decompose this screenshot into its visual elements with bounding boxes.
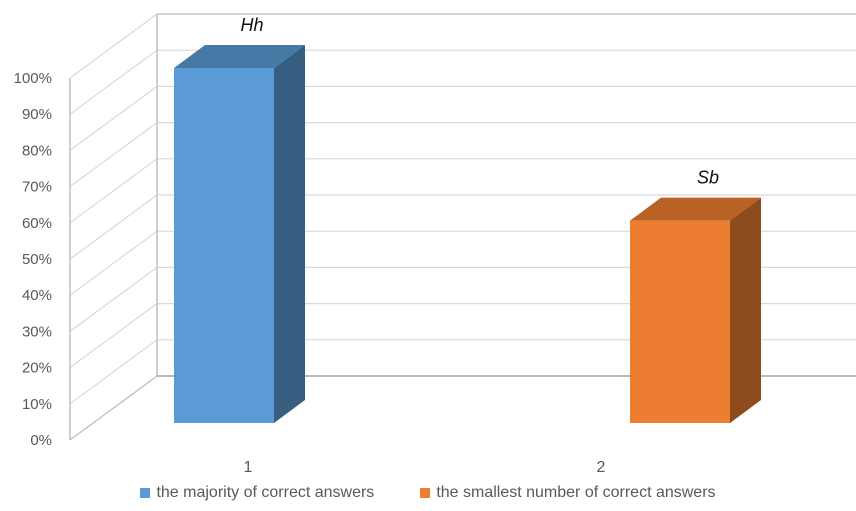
bar-top: [630, 197, 761, 221]
bar-side: [274, 45, 305, 423]
bar: [174, 68, 274, 423]
side-gridline: [69, 122, 158, 188]
y-tick-label: 100%: [14, 70, 52, 87]
y-tick-label: 80%: [22, 142, 52, 159]
y-tick-label: 70%: [22, 179, 52, 196]
y-tick-label: 40%: [22, 287, 52, 304]
y-tick-label: 0%: [30, 432, 52, 449]
y-tick-label: 50%: [22, 251, 52, 268]
y-tick-label: 10%: [22, 396, 52, 413]
side-gridline: [69, 303, 158, 369]
data-label: Sb: [697, 168, 719, 188]
bar: [630, 220, 730, 423]
bar-top: [174, 45, 305, 68]
side-gridline: [69, 49, 158, 115]
side-gridline: [69, 230, 158, 296]
side-gridline: [69, 266, 158, 332]
side-gridline: [69, 85, 158, 151]
legend-item-majority: the majority of correct answers: [140, 484, 374, 502]
y-tick-label: 30%: [22, 323, 52, 340]
side-gridline: [69, 339, 158, 405]
floor-side-edge: [69, 375, 158, 441]
data-label: Hh: [240, 15, 263, 35]
side-gridline: [69, 13, 158, 79]
y-tick-label: 90%: [22, 106, 52, 123]
legend-swatch-smallest: [420, 488, 431, 498]
bar-side: [730, 197, 761, 423]
legend-label-smallest: the smallest number of correct answers: [436, 484, 716, 501]
legend: the majority of correct answers the smal…: [0, 484, 856, 502]
y-tick-label: 20%: [22, 360, 52, 377]
legend-item-smallest: the smallest number of correct answers: [420, 484, 716, 502]
y-tick-label: 60%: [22, 215, 52, 232]
legend-swatch-majority: [140, 488, 151, 498]
side-gridline: [69, 158, 158, 224]
legend-label-majority: the majority of correct answers: [156, 484, 375, 501]
x-tick-label: 1: [244, 459, 253, 476]
side-gridline: [69, 194, 158, 260]
x-tick-label: 2: [597, 459, 606, 476]
